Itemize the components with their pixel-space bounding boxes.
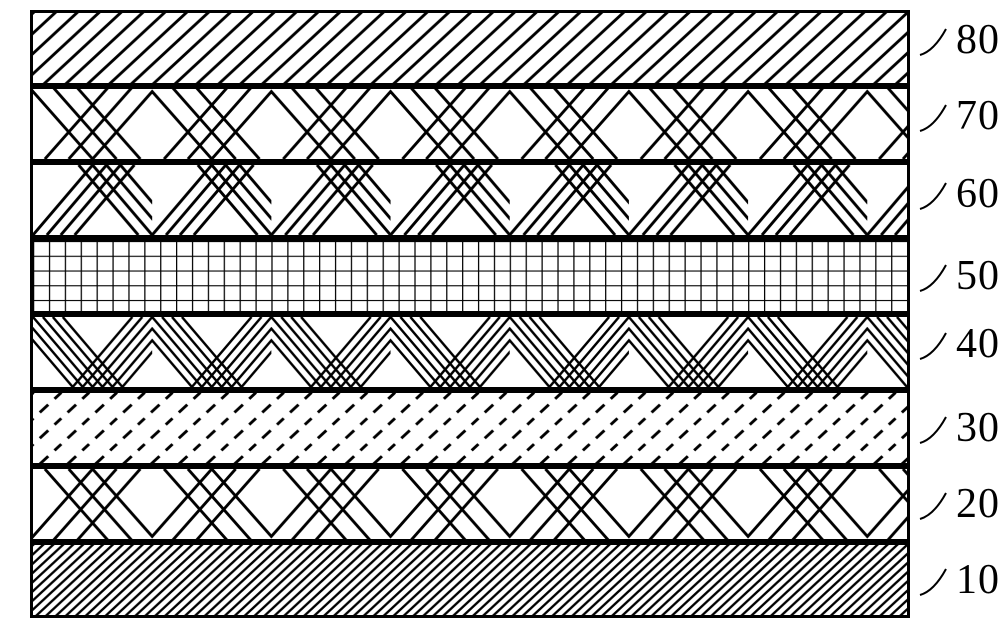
callout-80: 80 [916,15,1000,65]
callout-30: 30 [916,403,1000,453]
layer-10 [30,542,910,618]
callout-label-50: 50 [954,252,1000,300]
layer-50 [30,238,910,314]
callout-70: 70 [916,91,1000,141]
callout-40: 40 [916,319,1000,369]
layer-30 [30,390,910,466]
callout-label-70: 70 [954,92,1000,140]
callout-label-10: 10 [954,556,1000,604]
callout-label-20: 20 [954,480,1000,528]
layer-80 [30,10,910,86]
layer-20 [30,466,910,542]
callout-label-80: 80 [954,16,1000,64]
layer-60 [30,162,910,238]
layer-40 [30,314,910,390]
callout-10: 10 [916,555,1000,605]
callout-label-40: 40 [954,320,1000,368]
callout-60: 60 [916,169,1000,219]
layer-stack-figure [30,10,910,618]
callout-50: 50 [916,251,1000,301]
callout-20: 20 [916,479,1000,529]
layer-70 [30,86,910,162]
callout-label-60: 60 [954,170,1000,218]
callout-label-30: 30 [954,404,1000,452]
